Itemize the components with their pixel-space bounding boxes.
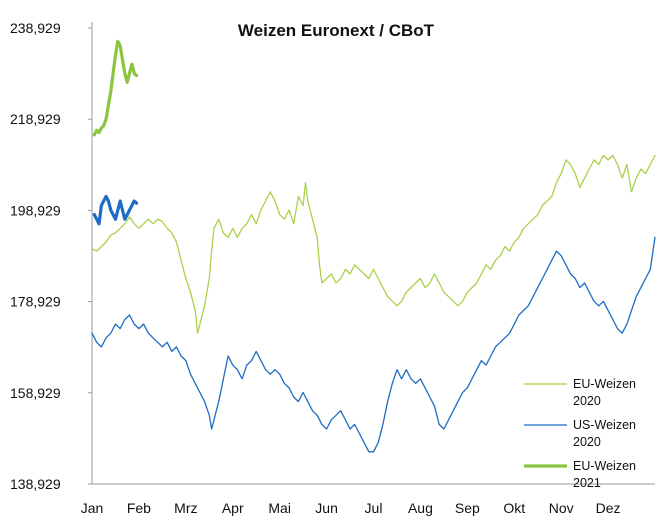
x-tick-label: Sep bbox=[455, 500, 480, 516]
legend-sublabel: 2020 bbox=[573, 394, 601, 408]
x-tick-label: Nov bbox=[549, 500, 574, 516]
x-tick-label: Aug bbox=[408, 500, 433, 516]
legend-label: EU-Weizen bbox=[573, 377, 636, 391]
series-line-1 bbox=[91, 236, 656, 453]
legend-label: US-Weizen bbox=[573, 418, 636, 432]
y-tick-label: 178,929 bbox=[10, 294, 61, 310]
x-tick-label: Jan bbox=[81, 500, 104, 516]
legend-sublabel: 2021 bbox=[573, 476, 601, 490]
legend: EU-Weizen 2020 US-Weizen 2020 EU-Weizen 2021 bbox=[524, 377, 636, 490]
x-tick-label: Apr bbox=[222, 500, 244, 516]
x-tick-label: Jun bbox=[315, 500, 338, 516]
x-tick-label: Mai bbox=[268, 500, 291, 516]
y-tick-label: 198,929 bbox=[10, 202, 61, 218]
y-tick-label: 138,929 bbox=[10, 476, 61, 492]
y-tick-label: 158,929 bbox=[10, 385, 61, 401]
series-line-0 bbox=[91, 154, 656, 334]
legend-sublabel: 2020 bbox=[573, 435, 601, 449]
series-line-3 bbox=[92, 194, 139, 226]
x-tick-label: Feb bbox=[127, 500, 151, 516]
x-tick-label: Jul bbox=[365, 500, 383, 516]
series-lines bbox=[91, 39, 656, 453]
x-tick-label: Mrz bbox=[174, 500, 197, 516]
y-tick-label: 218,929 bbox=[10, 111, 61, 127]
chart-title: Weizen Euronext / CBoT bbox=[238, 21, 435, 40]
x-tick-label: Dez bbox=[596, 500, 621, 516]
series-line-2 bbox=[92, 39, 139, 137]
y-tick-labels: 238,929 218,929 198,929 178,929 158,929 138,9… bbox=[10, 20, 92, 492]
y-tick-label: 238,929 bbox=[10, 20, 61, 36]
x-tick-labels: Jan Feb Mrz Apr Mai Jun Jul Aug Sep Okt Nov Dez bbox=[81, 500, 621, 516]
x-tick-label: Okt bbox=[503, 500, 525, 516]
legend-label: EU-Weizen bbox=[573, 459, 636, 473]
